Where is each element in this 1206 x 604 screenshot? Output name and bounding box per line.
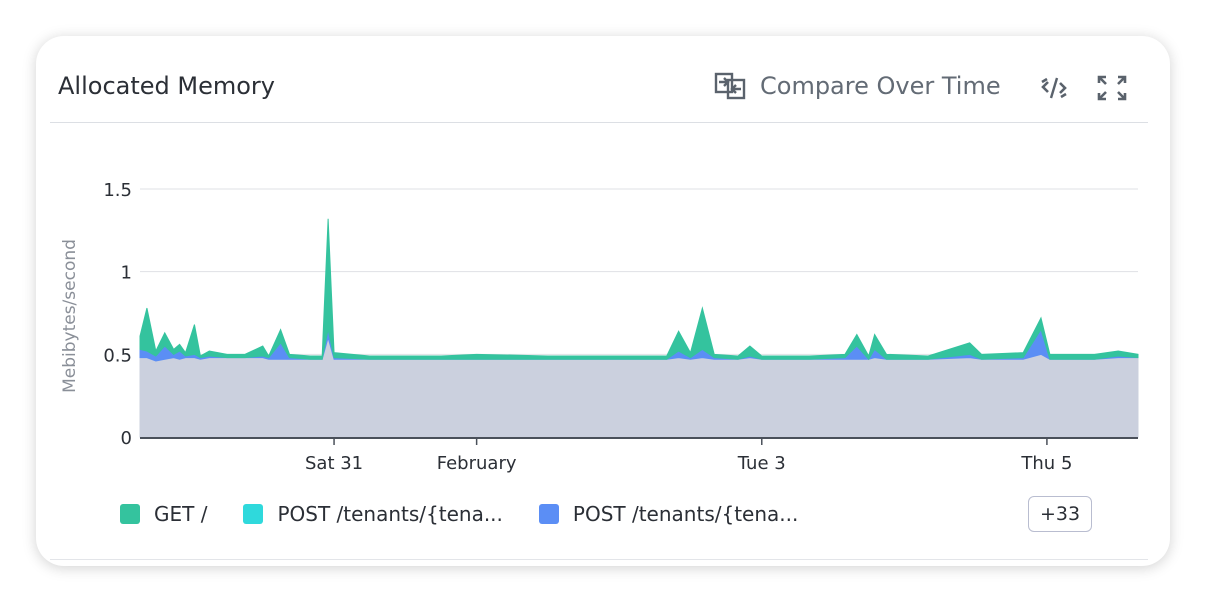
legend-label: GET / bbox=[154, 502, 208, 526]
y-tick-label: 1 bbox=[121, 263, 132, 284]
fullscreen-icon[interactable] bbox=[1096, 74, 1128, 102]
code-toggle-icon[interactable] bbox=[1038, 74, 1070, 102]
y-axis-label: Mebibytes/second bbox=[60, 239, 80, 393]
x-tick-label: February bbox=[437, 453, 517, 474]
legend-label: POST /tenants/{tena... bbox=[572, 502, 799, 526]
compare-label: Compare Over Time bbox=[760, 72, 1001, 100]
legend-item-post-tenants-1[interactable]: POST /tenants/{tena... bbox=[243, 502, 503, 526]
memory-area-chart: 0 0.5 1 1.5 Mebibytes/second Sat 31 February Tu… bbox=[60, 180, 1139, 474]
bottom-divider bbox=[50, 559, 1148, 560]
card-title: Allocated Memory bbox=[58, 72, 275, 100]
more-series-button[interactable]: +33 bbox=[1028, 496, 1092, 532]
x-tick-label: Sat 31 bbox=[305, 453, 363, 474]
legend-label: POST /tenants/{tena... bbox=[277, 502, 503, 526]
header-divider bbox=[50, 122, 1148, 123]
y-tick-label: 0 bbox=[121, 428, 132, 449]
legend-swatch bbox=[243, 504, 264, 524]
compare-icon bbox=[714, 72, 746, 100]
x-tick-label: Tue 3 bbox=[737, 453, 786, 474]
compare-over-time-button[interactable]: Compare Over Time bbox=[714, 72, 1001, 100]
x-tick-label: Thu 5 bbox=[1020, 453, 1072, 474]
allocated-memory-card: Allocated Memory Compare Over Time 0 0.5 1… bbox=[36, 36, 1170, 566]
legend: GET / POST /tenants/{tena... POST /tenan… bbox=[120, 502, 834, 526]
series-area-other bbox=[139, 335, 1139, 438]
y-tick-label: 1.5 bbox=[103, 180, 132, 201]
legend-item-post-tenants-2[interactable]: POST /tenants/{tena... bbox=[538, 502, 799, 526]
y-tick-label: 0.5 bbox=[103, 345, 132, 366]
series-area-get bbox=[139, 218, 1139, 361]
legend-swatch bbox=[538, 504, 559, 524]
legend-swatch bbox=[120, 504, 140, 524]
legend-item-get[interactable]: GET / bbox=[120, 502, 207, 526]
